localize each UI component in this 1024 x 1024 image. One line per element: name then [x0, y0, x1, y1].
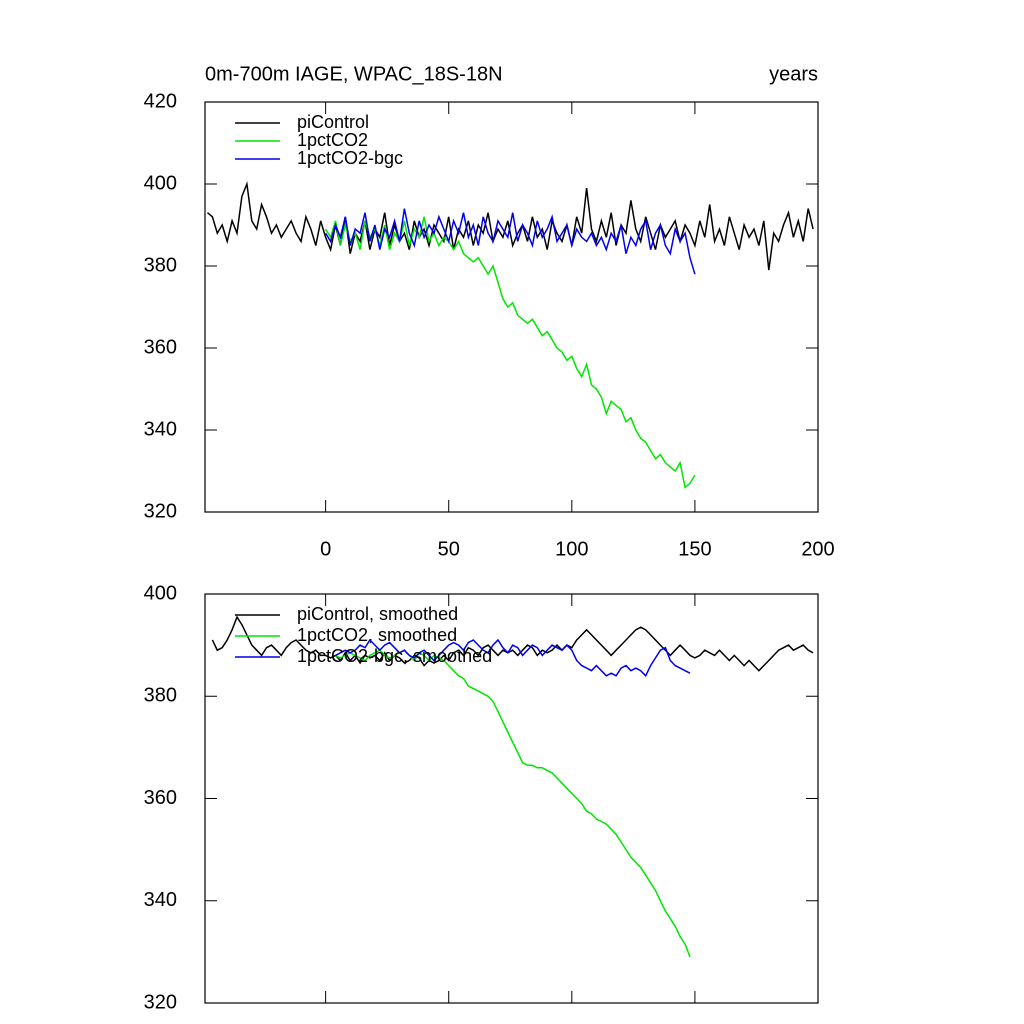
x-tick-label: 200	[801, 538, 834, 560]
y-tick-label: 400	[144, 172, 177, 194]
series-line	[335, 649, 691, 958]
y-tick-label: 360	[144, 336, 177, 358]
y-tick-label: 400	[144, 582, 177, 604]
legend-label: piControl, smoothed	[297, 604, 458, 624]
y-tick-label: 380	[144, 254, 177, 276]
y-tick-label: 380	[144, 685, 177, 707]
legend-label: piControl	[297, 112, 369, 132]
y-tick-label: 420	[144, 90, 177, 112]
y-tick-label: 340	[144, 418, 177, 440]
series-line	[324, 216, 696, 489]
series-line	[335, 638, 691, 678]
series-line	[211, 615, 814, 672]
series-line	[324, 208, 696, 275]
axis-unit: years	[769, 63, 818, 85]
series-line	[207, 181, 814, 271]
legend-label: 1pctCO2	[297, 130, 368, 150]
legend-label: 1pctCO2, smoothed	[297, 625, 457, 645]
y-tick-label: 340	[144, 889, 177, 911]
x-tick-label: 100	[555, 538, 588, 560]
x-tick-label: 50	[438, 538, 460, 560]
y-tick-label: 360	[144, 787, 177, 809]
x-tick-label: 0	[320, 538, 331, 560]
legend-label: 1pctCO2-bgc, smoothed	[297, 646, 492, 666]
legend-label: 1pctCO2-bgc	[297, 148, 403, 168]
chart-title: 0m-700m IAGE, WPAC_18S-18N	[205, 63, 503, 85]
y-tick-label: 320	[144, 991, 177, 1013]
plot-frame	[204, 101, 819, 513]
y-tick-label: 320	[144, 500, 177, 522]
x-tick-label: 150	[678, 538, 711, 560]
